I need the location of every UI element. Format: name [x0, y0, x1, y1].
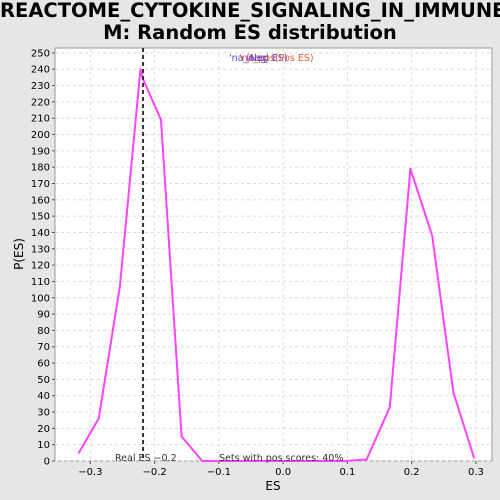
y-tick-label: 130 — [31, 244, 50, 255]
y-tick-label: 210 — [31, 114, 50, 125]
y-tick-label: 200 — [31, 130, 50, 141]
data-point — [119, 285, 121, 288]
data-point — [473, 456, 475, 459]
data-point — [97, 417, 100, 420]
y-tick-label: 170 — [31, 179, 50, 190]
data-point — [180, 435, 183, 438]
x-axis-title: ES — [265, 479, 280, 493]
y-tick-label: 160 — [31, 195, 50, 206]
data-point — [409, 167, 412, 170]
y-tick-label: 180 — [31, 163, 50, 174]
x-tick-label: −0.2 — [142, 467, 166, 478]
data-point — [324, 460, 327, 462]
data-point — [139, 68, 142, 71]
data-point — [345, 460, 348, 462]
data-point — [221, 460, 224, 462]
legend-na-pos-label: 'na_pos' — [239, 53, 278, 64]
x-tick-label: 0.1 — [339, 467, 355, 478]
real-es-label: Real ES −0.2 — [115, 453, 177, 464]
x-tick-label: 0.3 — [468, 467, 484, 478]
x-tick-label: −0.1 — [207, 467, 231, 478]
y-tick-label: 100 — [31, 293, 50, 304]
data-point — [388, 406, 391, 409]
y-tick-label: 10 — [37, 440, 50, 451]
y-tick-label: 90 — [37, 310, 50, 321]
y-tick-label: 70 — [37, 342, 50, 353]
chart-title: REACTOME_CYTOKINE_SIGNALING_IN_IMMUNE_SY… — [0, 0, 500, 44]
y-tick-label: 40 — [37, 391, 50, 402]
y-tick-label: 230 — [31, 81, 50, 92]
y-tick-label: 120 — [31, 261, 50, 272]
data-point — [262, 460, 265, 462]
legend-pos-es-label: (Pos ES) — [275, 53, 314, 64]
chart-title-line-1: REACTOME_CYTOKINE_SIGNALING_IN_IMMUNE_SY… — [0, 0, 500, 22]
data-point — [160, 118, 162, 121]
y-tick-label: 110 — [31, 277, 50, 288]
y-axis-title: P(ES) — [12, 238, 26, 270]
y-tick-label: 190 — [31, 146, 50, 157]
data-point — [452, 391, 455, 394]
data-point — [304, 460, 306, 462]
y-tick-label: 250 — [31, 48, 50, 59]
data-point — [283, 460, 286, 462]
y-tick-label: 30 — [37, 408, 50, 419]
x-tick-label: −0.3 — [78, 467, 102, 478]
y-tick-label: 240 — [31, 65, 50, 76]
y-tick-label: 80 — [37, 326, 50, 337]
y-tick-label: 0 — [44, 457, 50, 468]
data-point — [77, 451, 80, 454]
data-point — [201, 460, 204, 462]
y-tick-label: 220 — [31, 97, 50, 108]
chart-title-line-2: M: Random ES distribution — [103, 21, 397, 44]
y-tick-label: 60 — [37, 359, 50, 370]
x-tick-label: 0.2 — [404, 467, 420, 478]
pos-scores-label: Sets with pos scores: 40% — [219, 453, 343, 464]
plot-area — [54, 47, 493, 462]
data-point — [431, 234, 434, 237]
y-tick-label: 140 — [31, 228, 50, 239]
data-point — [242, 460, 245, 462]
data-point — [365, 458, 368, 461]
grid — [55, 48, 492, 462]
legend-neg-es-label: (Neg ES) — [246, 53, 287, 64]
x-tick-label: 0.0 — [275, 467, 291, 478]
y-tick-label: 150 — [31, 212, 50, 223]
y-tick-label: 50 — [37, 375, 50, 386]
series-marks — [77, 48, 475, 462]
legend-na-neg-label: 'na_neg' — [229, 53, 269, 64]
y-tick-label: 20 — [37, 424, 50, 435]
annotations: 'na_neg' 'na_pos' (Neg ES) (Pos ES) Real… — [115, 53, 343, 464]
axes: 0 10 20 30 40 50 60 70 80 90 100 110 120 130 140 150 160… — [31, 48, 484, 478]
